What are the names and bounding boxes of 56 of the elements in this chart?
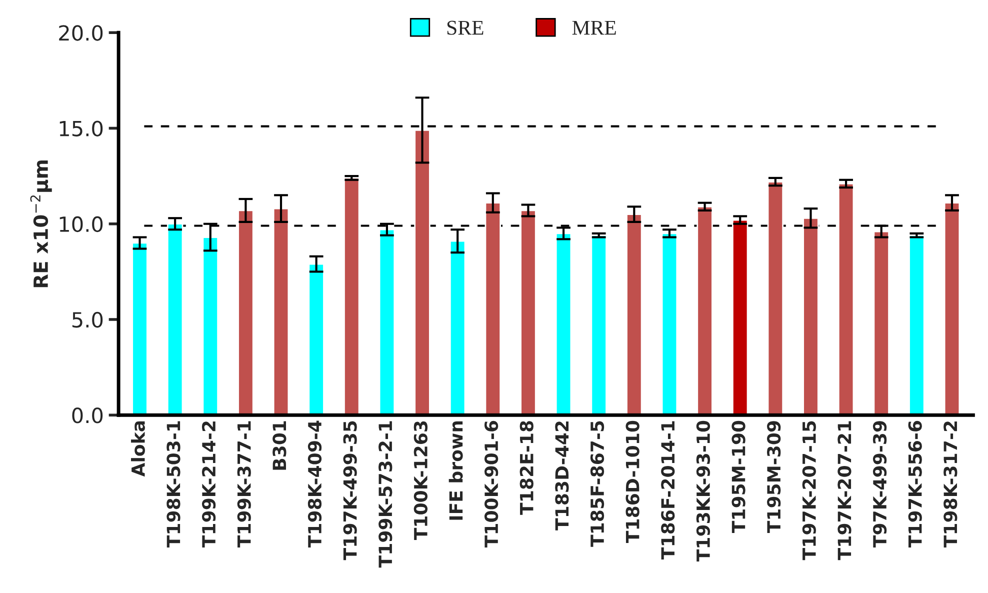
x-tick-label: T97K-499-39 bbox=[872, 421, 887, 548]
bar bbox=[414, 129, 430, 416]
bar bbox=[944, 202, 960, 416]
bar bbox=[272, 208, 290, 416]
bar bbox=[344, 177, 360, 416]
x-tick-label: T197K-207-21 bbox=[838, 421, 852, 560]
x-tick-label: T198K-409-4 bbox=[308, 420, 322, 548]
bar bbox=[626, 214, 642, 416]
y-tick-label: 5.0 bbox=[72, 312, 103, 328]
x-tick-label: T186D-1010 bbox=[626, 420, 640, 543]
x-tick-label: T199K-573-2-1 bbox=[378, 421, 392, 568]
bar bbox=[696, 206, 713, 416]
bar bbox=[802, 217, 819, 416]
bar bbox=[449, 240, 466, 416]
x-tick-label: T185F-867-5 bbox=[590, 421, 604, 547]
x-tick-label: T100K-1263 bbox=[414, 421, 428, 540]
y-tick-label: 10.0 bbox=[60, 216, 103, 232]
y-axis-title: RE x10$^{−2}$μm bbox=[30, 160, 52, 288]
bar bbox=[908, 234, 925, 416]
y-tick-label: 20.0 bbox=[59, 25, 103, 41]
x-tick-label: T195M-309 bbox=[767, 421, 781, 534]
bar bbox=[202, 236, 218, 416]
x-tick-label: T197K-207-15 bbox=[802, 421, 816, 560]
x-tick-label: T183D-442 bbox=[555, 422, 569, 530]
legend-label: MRE bbox=[572, 20, 616, 35]
y-tick-label: 0.0 bbox=[72, 408, 103, 424]
x-tick-label: T193KK-93-10 bbox=[696, 420, 710, 562]
x-tick-label: T198K-503-1 bbox=[166, 421, 180, 548]
bar bbox=[590, 234, 607, 416]
x-tick-label: T182E-18 bbox=[520, 421, 534, 515]
bar bbox=[732, 219, 748, 416]
x-tick-label: T199K-377-1 bbox=[237, 421, 251, 548]
x-tick-label: Aloka bbox=[131, 421, 145, 477]
y-tick-label: 15.0 bbox=[60, 120, 103, 136]
x-tick-label: IFE brown bbox=[448, 421, 463, 520]
x-tick-label: T186F-2014-1 bbox=[661, 421, 675, 560]
bar bbox=[378, 228, 396, 416]
legend-label: SRE bbox=[447, 20, 484, 35]
bar bbox=[308, 263, 324, 416]
x-tick-label: T100K-901-6 bbox=[484, 420, 498, 548]
bar bbox=[520, 210, 536, 416]
bar bbox=[767, 181, 784, 416]
bar bbox=[238, 210, 254, 416]
x-tick-label: T198K-317-2 bbox=[944, 422, 958, 548]
x-tick-label: T197K-556-6 bbox=[908, 420, 922, 548]
bar bbox=[166, 223, 184, 416]
bar bbox=[838, 183, 854, 416]
bar bbox=[661, 232, 678, 416]
bar bbox=[484, 202, 502, 416]
x-tick-label: T197K-499-35 bbox=[343, 421, 357, 560]
bar bbox=[555, 232, 572, 416]
bar bbox=[132, 242, 148, 416]
bar bbox=[873, 230, 890, 416]
x-tick-label: T199K-214-2 bbox=[202, 422, 216, 548]
x-tick-label: T195M-190 bbox=[732, 420, 746, 534]
x-tick-label: B301 bbox=[272, 421, 286, 470]
